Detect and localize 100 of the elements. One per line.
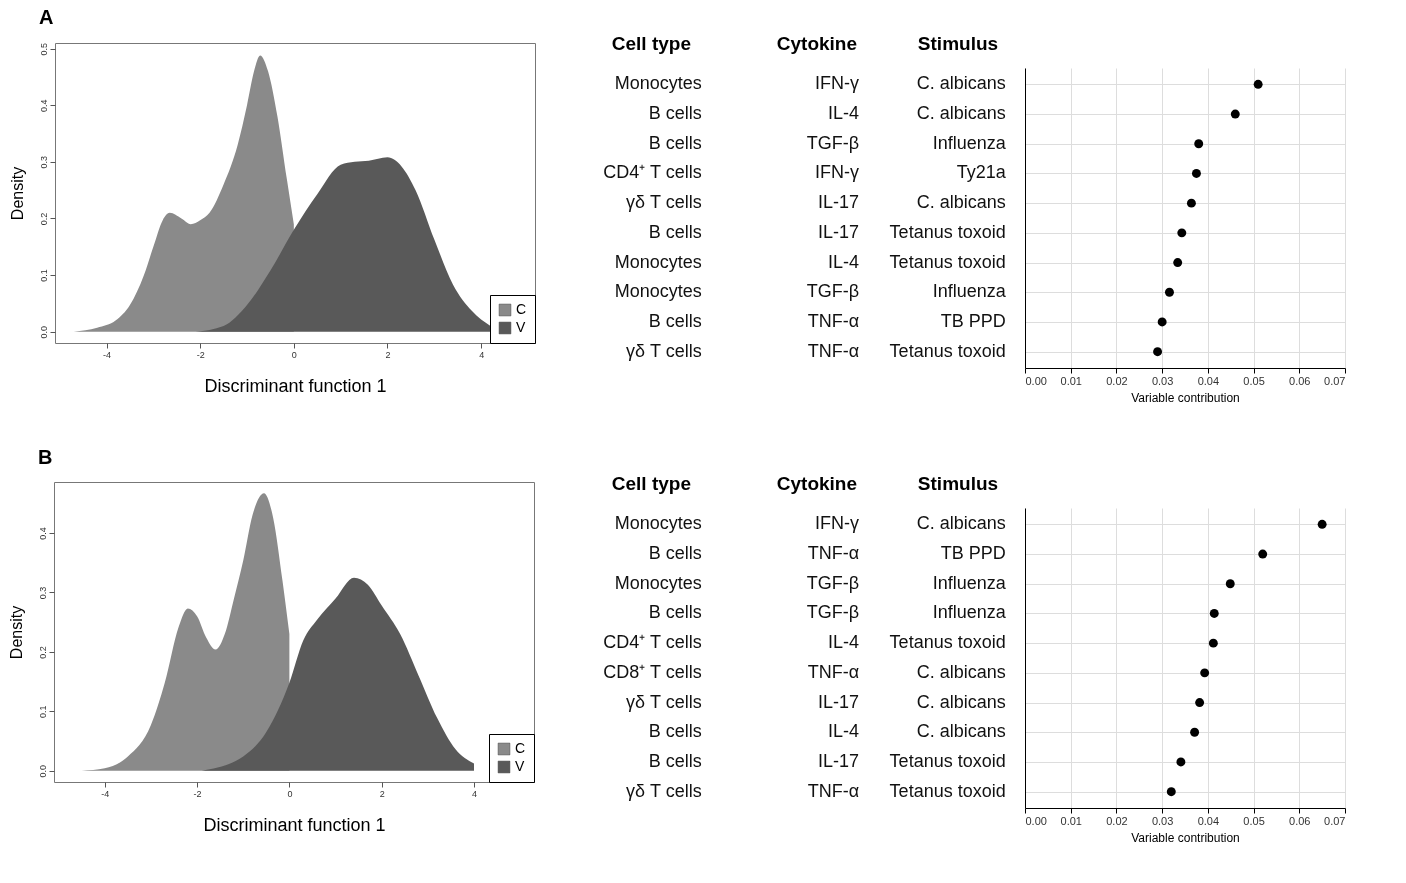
- x-tick-label: 0.06: [1289, 814, 1311, 827]
- point: [1317, 519, 1327, 529]
- text: γδ T cells: [625, 691, 702, 712]
- x-tick-label: -4: [103, 349, 112, 360]
- text: Monocytes: [614, 572, 702, 593]
- text: C. albicans: [916, 513, 1006, 534]
- x-tick-label: 0.02: [1106, 814, 1128, 827]
- text: TGF-β: [806, 602, 860, 623]
- point: [1191, 168, 1201, 178]
- x-tick-label: 0.01: [1060, 814, 1082, 827]
- x-tick-label: 0.07: [1324, 814, 1346, 827]
- text: Tetanus toxoid: [889, 632, 1006, 653]
- point: [1194, 139, 1204, 149]
- x-tick-label: 4: [471, 788, 478, 799]
- text: IFN-γ: [815, 162, 860, 183]
- y-tick-label: 0.1: [38, 269, 49, 282]
- point: [1200, 668, 1210, 678]
- text: TNF-α: [807, 661, 860, 682]
- chart-title: A: [39, 6, 54, 29]
- text: TNF-α: [807, 780, 860, 801]
- text: Monocytes: [614, 251, 702, 272]
- text: B cells: [648, 750, 702, 771]
- point: [1176, 757, 1186, 767]
- text: IFN-γ: [815, 73, 860, 94]
- x-tick-label: 0.00: [1025, 374, 1047, 387]
- text: CD4⁺ T cells: [603, 632, 702, 653]
- point: [1225, 579, 1235, 589]
- x-tick-label: 0.03: [1151, 814, 1174, 827]
- text: Ty21a: [956, 162, 1006, 183]
- text: Monocytes: [614, 513, 702, 534]
- text: IL-17: [818, 221, 860, 242]
- x-tick-label: -2: [196, 349, 205, 360]
- text: Tetanus toxoid: [889, 340, 1006, 361]
- x-tick-label: 0.04: [1197, 374, 1220, 387]
- text: γδ T cells: [625, 192, 702, 213]
- y-tick-label: 0.4: [37, 527, 48, 540]
- text: TGF-β: [806, 281, 860, 302]
- y-tick-label: 0.0: [37, 764, 48, 778]
- text: TNF-α: [807, 310, 860, 331]
- category-label: Cell type: [611, 473, 691, 495]
- text: IL-4: [828, 721, 860, 742]
- point: [1230, 109, 1240, 119]
- chart-title: B: [38, 446, 53, 468]
- text: TB PPD: [940, 310, 1006, 331]
- x-tick-label: 0: [287, 788, 293, 799]
- x-tick-label: -4: [101, 788, 110, 799]
- x-tick-label: 0.03: [1151, 374, 1174, 387]
- y-axis-title: Density: [7, 605, 25, 660]
- text: B cells: [648, 103, 702, 124]
- text: B cells: [648, 721, 702, 742]
- legend-label: V: [516, 319, 526, 335]
- text: Influenza: [932, 572, 1006, 593]
- text: B cells: [648, 543, 702, 564]
- text: C. albicans: [916, 192, 1006, 213]
- text: C. albicans: [916, 691, 1006, 712]
- text: Tetanus toxoid: [889, 251, 1006, 272]
- text: γδ T cells: [625, 340, 702, 361]
- text: TGF-β: [806, 132, 860, 153]
- text: CD4⁺ T cells: [603, 162, 702, 183]
- text: B cells: [648, 221, 702, 242]
- x-tick-label: -2: [193, 788, 202, 799]
- point: [1157, 317, 1167, 327]
- point: [1166, 787, 1176, 797]
- x-axis-title: Discriminant function 1: [203, 814, 386, 835]
- x-tick-label: 0.05: [1243, 374, 1265, 387]
- category-label: Stimulus: [917, 473, 999, 495]
- point: [1258, 549, 1268, 559]
- text: Influenza: [932, 602, 1006, 623]
- text: Influenza: [932, 132, 1006, 153]
- point: [1209, 608, 1219, 618]
- text: Influenza: [932, 281, 1006, 302]
- text: TGF-β: [806, 572, 860, 593]
- text: IL-4: [828, 632, 860, 653]
- point: [1195, 698, 1205, 708]
- text: Monocytes: [614, 281, 702, 302]
- point: [1253, 79, 1263, 89]
- text: C. albicans: [916, 73, 1006, 94]
- point: [1153, 347, 1163, 357]
- x-tick-label: 0.00: [1025, 814, 1047, 827]
- legend-label: C: [515, 740, 526, 756]
- text: Tetanus toxoid: [889, 780, 1006, 801]
- text: B cells: [648, 602, 702, 623]
- x-tick-label: 4: [479, 349, 485, 360]
- legend-label: C: [516, 301, 527, 317]
- legend-label: V: [515, 758, 525, 774]
- category-label: Cytokine: [776, 473, 858, 495]
- y-tick-label: 0.0: [38, 325, 49, 339]
- x-tick-label: 0.07: [1324, 374, 1346, 387]
- y-tick-label: 0.3: [37, 586, 48, 600]
- text: IL-17: [818, 750, 860, 771]
- text: Tetanus toxoid: [889, 221, 1006, 242]
- x-axis-title: Variable contribution: [1131, 830, 1240, 845]
- x-tick-label: 0: [291, 349, 297, 360]
- text: IL-17: [818, 691, 860, 712]
- point: [1190, 727, 1200, 737]
- text: TNF-α: [807, 543, 860, 564]
- text: Monocytes: [614, 73, 702, 94]
- text: C. albicans: [916, 661, 1006, 682]
- point: [1164, 287, 1174, 297]
- text: CD8⁺ T cells: [603, 661, 702, 682]
